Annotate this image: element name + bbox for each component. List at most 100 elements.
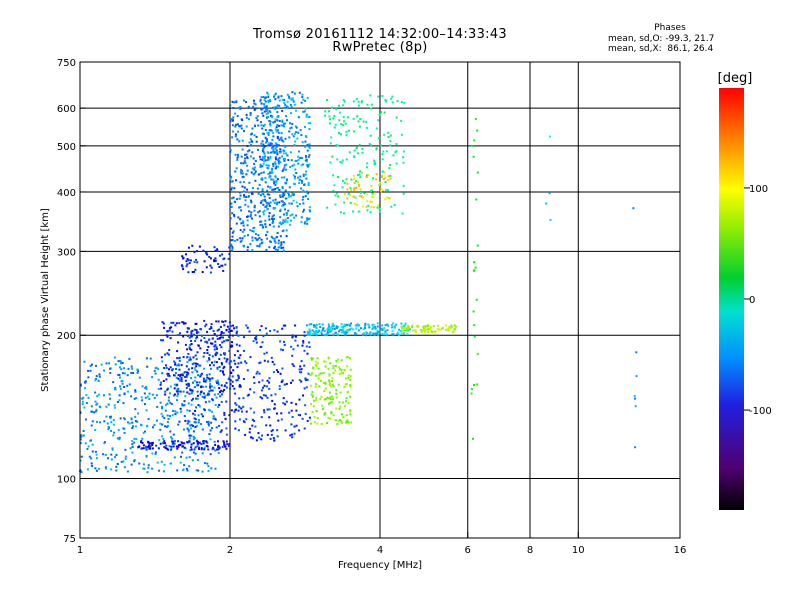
data-point	[356, 324, 359, 327]
data-point	[286, 217, 289, 219]
data-point	[304, 99, 307, 102]
data-point	[275, 165, 278, 168]
data-point	[392, 322, 395, 325]
data-point	[196, 363, 199, 365]
data-point	[344, 324, 346, 327]
data-point	[230, 118, 233, 121]
data-point	[290, 159, 293, 162]
data-point	[338, 104, 340, 107]
data-point	[309, 384, 312, 387]
data-point	[87, 376, 90, 379]
data-point	[127, 367, 130, 370]
data-point	[129, 447, 132, 450]
data-point	[122, 427, 125, 430]
data-point	[324, 398, 327, 400]
data-point	[253, 108, 256, 111]
data-point	[223, 389, 226, 391]
data-point	[326, 422, 329, 424]
data-point	[216, 448, 218, 451]
data-point	[422, 327, 425, 329]
data-point	[272, 437, 275, 440]
data-point	[202, 440, 205, 442]
data-point	[272, 371, 275, 374]
data-point	[290, 98, 293, 101]
data-point	[269, 330, 271, 332]
data-point	[182, 268, 185, 271]
plot-grid	[80, 62, 680, 538]
data-point	[186, 327, 189, 330]
data-point	[176, 364, 178, 367]
data-point	[140, 447, 143, 450]
data-point	[234, 392, 237, 395]
data-point	[548, 192, 551, 195]
data-point	[218, 424, 220, 427]
data-point	[276, 119, 279, 122]
data-point	[196, 261, 199, 264]
data-point	[251, 167, 254, 170]
data-point	[190, 377, 193, 380]
data-point	[131, 440, 134, 443]
data-point	[268, 176, 271, 179]
data-point	[240, 155, 243, 158]
data-point	[223, 324, 226, 327]
data-point	[108, 426, 110, 429]
data-point	[190, 448, 193, 451]
data-point	[197, 421, 200, 424]
data-point	[249, 229, 252, 232]
data-point	[249, 155, 252, 158]
data-point	[153, 396, 156, 399]
data-point	[385, 188, 388, 191]
data-point	[183, 375, 186, 378]
data-point	[343, 405, 346, 408]
data-point	[268, 223, 271, 226]
data-point	[273, 150, 276, 153]
data-point	[358, 183, 361, 186]
data-point	[240, 124, 243, 127]
data-point	[198, 441, 201, 444]
data-point	[219, 326, 222, 328]
data-point	[225, 386, 228, 389]
data-point	[218, 446, 221, 449]
data-point	[205, 373, 208, 376]
data-point	[149, 357, 152, 360]
data-point	[276, 232, 279, 234]
data-point	[268, 408, 271, 411]
data-point	[399, 329, 402, 332]
data-point	[308, 217, 311, 220]
data-point	[278, 124, 280, 127]
data-point	[284, 182, 287, 185]
data-point	[262, 148, 265, 151]
data-point	[391, 330, 394, 333]
x-axis-ticks: 1 2 4 6 8 10 16	[77, 532, 686, 556]
data-point	[327, 356, 330, 359]
data-point	[401, 327, 403, 330]
data-point	[265, 424, 268, 427]
data-point	[265, 164, 268, 167]
data-point	[265, 332, 268, 335]
data-point	[190, 332, 193, 335]
data-point	[283, 202, 286, 205]
data-point	[281, 187, 284, 190]
data-point	[288, 202, 291, 205]
data-point	[302, 110, 305, 113]
data-point	[395, 116, 398, 119]
data-point	[309, 122, 312, 125]
data-point	[476, 244, 479, 247]
data-point	[168, 374, 171, 377]
data-point	[356, 115, 359, 118]
data-point	[229, 387, 232, 390]
data-point	[213, 246, 216, 249]
data-point	[290, 202, 293, 205]
data-point	[306, 143, 309, 146]
data-point	[403, 101, 406, 104]
data-point	[271, 215, 274, 218]
data-point	[240, 209, 243, 212]
data-point	[211, 389, 214, 392]
data-point	[304, 412, 307, 415]
data-point	[270, 433, 273, 436]
data-point	[170, 445, 173, 448]
data-point	[246, 369, 249, 372]
data-point	[265, 109, 268, 112]
data-point	[381, 174, 384, 177]
data-point	[402, 150, 405, 153]
